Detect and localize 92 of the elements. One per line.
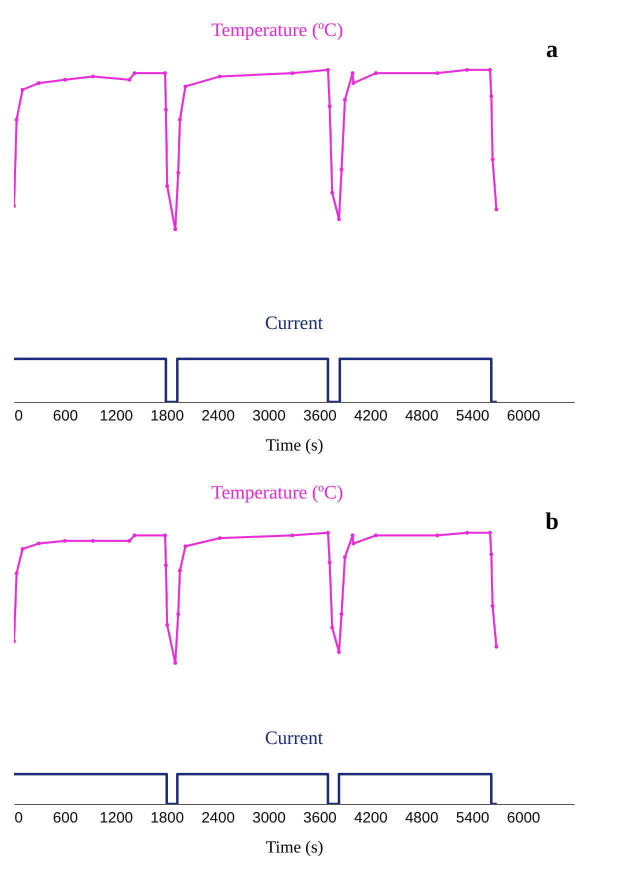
point (352, 81, 356, 85)
point (164, 563, 168, 568)
point (176, 170, 180, 175)
x-tick-label: 1800 (150, 408, 184, 424)
series-label: Temperature (ºC) (211, 482, 344, 504)
point (164, 108, 168, 112)
point (128, 78, 132, 82)
point (36, 542, 40, 546)
point (132, 71, 136, 76)
point (489, 94, 494, 98)
point (91, 538, 95, 543)
point (36, 81, 40, 85)
x-tick-label: 3000 (252, 810, 286, 826)
point (350, 534, 354, 538)
point (330, 190, 334, 195)
point (340, 168, 344, 172)
point (326, 530, 330, 535)
point (436, 71, 440, 76)
x-tick-label: 600 (52, 810, 78, 826)
point (178, 568, 182, 573)
point (490, 158, 494, 162)
point (374, 71, 378, 76)
point (63, 538, 67, 543)
point (20, 547, 24, 551)
point (465, 530, 469, 535)
x-tick-label: 3600 (303, 408, 337, 424)
x-tick-label: 1800 (150, 810, 184, 826)
x-tick-label: 4800 (405, 408, 438, 424)
point (465, 68, 469, 72)
point (490, 604, 494, 608)
x-tick-label: 600 (52, 408, 78, 424)
point (352, 542, 356, 546)
series-label: Temperature (ºC) (211, 20, 344, 41)
chart-title: b (545, 509, 559, 535)
x-tick-label: 6000 (506, 408, 540, 424)
point (488, 530, 492, 535)
point (184, 84, 188, 88)
point (489, 552, 494, 556)
series-label: Current (264, 312, 324, 334)
point (14, 572, 18, 576)
x-tick-label: 4800 (405, 810, 438, 826)
point (326, 68, 330, 72)
point (163, 71, 167, 76)
point (178, 118, 182, 122)
x-tick-label: 4200 (354, 810, 388, 826)
point (63, 78, 67, 82)
point (165, 623, 170, 627)
point (337, 650, 341, 654)
point (374, 534, 378, 538)
x-tick-label: 3600 (303, 810, 337, 826)
point (328, 560, 332, 564)
x-tick-label: 2400 (201, 810, 235, 826)
point (173, 227, 178, 232)
x-tick-label: 6000 (506, 810, 540, 826)
point (350, 71, 354, 76)
point (436, 534, 440, 538)
series-label: Current (264, 728, 324, 750)
x-tick-label: 5400 (456, 408, 490, 424)
point (343, 555, 347, 559)
point (20, 88, 24, 92)
point (218, 74, 222, 78)
point (488, 68, 492, 72)
point (184, 544, 188, 548)
x-tick-label: 1200 (100, 810, 134, 826)
x-tick-label: 1200 (100, 408, 134, 424)
point (14, 118, 18, 122)
chart-title: a (546, 37, 558, 63)
point (91, 74, 95, 78)
x-axis-title: Time (s) (266, 838, 324, 856)
point (494, 207, 498, 212)
point (340, 612, 344, 616)
point (290, 534, 294, 538)
point (290, 71, 294, 76)
point (165, 184, 170, 188)
x-axis-title: Time (s) (266, 436, 324, 454)
x-tick-label: 2400 (201, 408, 235, 424)
x-tick-label: 0 (14, 408, 23, 424)
x-tick-label: 5400 (456, 810, 490, 826)
point (128, 538, 132, 543)
x-tick-label: 3000 (252, 408, 286, 424)
point (343, 98, 347, 102)
point (132, 534, 136, 538)
x-tick-label: 0 (14, 810, 23, 826)
x-tick-label: 4200 (354, 408, 388, 424)
point (173, 661, 178, 665)
point (163, 534, 167, 538)
point (328, 104, 332, 108)
point (176, 612, 180, 616)
point (337, 217, 341, 222)
point (494, 644, 498, 649)
point (218, 536, 222, 540)
point (330, 626, 334, 630)
